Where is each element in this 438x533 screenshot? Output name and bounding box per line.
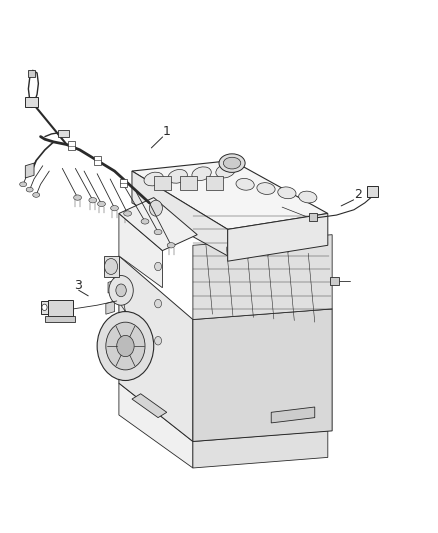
Polygon shape [180, 176, 197, 190]
Polygon shape [367, 186, 378, 197]
Ellipse shape [141, 219, 149, 224]
Ellipse shape [216, 164, 235, 178]
Circle shape [97, 312, 154, 381]
Polygon shape [132, 160, 328, 229]
Circle shape [105, 259, 117, 274]
Ellipse shape [236, 179, 254, 190]
Ellipse shape [168, 169, 187, 183]
Ellipse shape [26, 187, 33, 192]
Ellipse shape [89, 198, 97, 203]
Polygon shape [110, 259, 119, 272]
Polygon shape [132, 171, 228, 256]
Polygon shape [119, 383, 193, 468]
Polygon shape [45, 316, 75, 322]
Circle shape [106, 322, 145, 370]
Polygon shape [25, 163, 34, 178]
Ellipse shape [167, 243, 175, 248]
Polygon shape [228, 214, 328, 261]
Ellipse shape [223, 157, 241, 169]
Polygon shape [193, 309, 332, 441]
Circle shape [155, 300, 162, 308]
Ellipse shape [154, 229, 162, 235]
Polygon shape [108, 280, 117, 293]
Ellipse shape [33, 192, 40, 197]
Polygon shape [154, 176, 171, 190]
Ellipse shape [20, 182, 27, 187]
Polygon shape [206, 176, 223, 190]
Polygon shape [271, 407, 315, 423]
Polygon shape [193, 431, 328, 468]
Ellipse shape [192, 167, 211, 181]
Ellipse shape [299, 191, 317, 203]
Ellipse shape [257, 183, 275, 195]
Ellipse shape [219, 154, 245, 172]
Circle shape [155, 336, 162, 345]
Polygon shape [41, 301, 48, 314]
Polygon shape [94, 156, 101, 165]
Polygon shape [309, 214, 317, 221]
Circle shape [109, 276, 133, 305]
Polygon shape [104, 256, 119, 277]
Circle shape [155, 262, 162, 271]
Circle shape [149, 200, 162, 216]
Circle shape [42, 304, 47, 311]
Ellipse shape [278, 187, 296, 199]
Ellipse shape [124, 211, 131, 216]
Text: 1: 1 [163, 125, 171, 138]
Text: 3: 3 [74, 279, 81, 292]
Ellipse shape [74, 195, 81, 200]
Polygon shape [119, 256, 193, 441]
Polygon shape [104, 322, 113, 335]
Polygon shape [330, 277, 339, 285]
Polygon shape [119, 198, 197, 251]
Polygon shape [48, 300, 73, 316]
Polygon shape [106, 301, 115, 314]
Polygon shape [28, 70, 35, 77]
Polygon shape [119, 214, 162, 288]
Polygon shape [25, 97, 39, 108]
Ellipse shape [98, 201, 106, 207]
Polygon shape [193, 235, 332, 319]
Polygon shape [58, 130, 69, 136]
Polygon shape [120, 179, 127, 188]
Ellipse shape [111, 206, 118, 211]
Text: 2: 2 [354, 189, 362, 201]
Polygon shape [67, 141, 74, 150]
Polygon shape [132, 394, 167, 418]
Circle shape [116, 284, 126, 297]
Ellipse shape [144, 172, 163, 186]
Circle shape [117, 335, 134, 357]
